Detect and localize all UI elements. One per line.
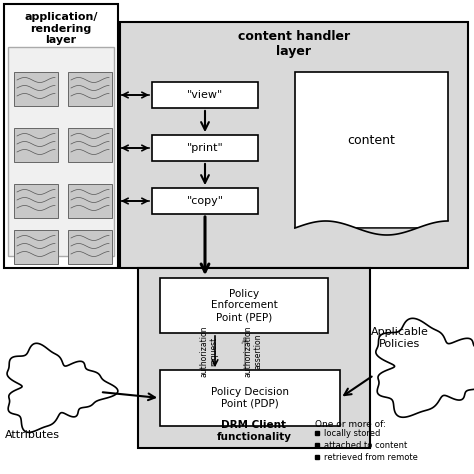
Text: application/
rendering
layer: application/ rendering layer xyxy=(24,12,98,45)
Text: Applicable
Policies: Applicable Policies xyxy=(371,327,429,349)
Text: Attributes: Attributes xyxy=(5,430,60,440)
Text: authorization
request: authorization request xyxy=(199,326,219,377)
FancyBboxPatch shape xyxy=(14,72,58,106)
Text: content handler
layer: content handler layer xyxy=(238,30,350,58)
FancyBboxPatch shape xyxy=(68,128,112,162)
FancyBboxPatch shape xyxy=(152,135,258,161)
Text: attached to content: attached to content xyxy=(324,440,407,449)
Text: Policy
Enforcement
Point (PEP): Policy Enforcement Point (PEP) xyxy=(210,289,277,322)
Text: "view": "view" xyxy=(187,90,223,100)
FancyBboxPatch shape xyxy=(14,184,58,218)
FancyBboxPatch shape xyxy=(152,188,258,214)
Text: content: content xyxy=(347,134,395,146)
Text: Policy Decision
Point (PDP): Policy Decision Point (PDP) xyxy=(211,387,289,409)
FancyBboxPatch shape xyxy=(160,278,328,333)
Text: locally stored: locally stored xyxy=(324,428,380,438)
FancyBboxPatch shape xyxy=(14,230,58,264)
Text: retrieved from remote: retrieved from remote xyxy=(324,453,418,462)
Text: DRM Client
functionality: DRM Client functionality xyxy=(217,420,292,442)
FancyBboxPatch shape xyxy=(152,82,258,108)
FancyBboxPatch shape xyxy=(14,128,58,162)
FancyBboxPatch shape xyxy=(8,47,114,256)
FancyBboxPatch shape xyxy=(160,370,340,426)
FancyBboxPatch shape xyxy=(4,4,118,268)
FancyBboxPatch shape xyxy=(138,268,370,448)
Text: "print": "print" xyxy=(187,143,223,153)
Polygon shape xyxy=(7,343,118,432)
Polygon shape xyxy=(376,319,474,417)
Text: "copy": "copy" xyxy=(186,196,224,206)
FancyBboxPatch shape xyxy=(68,230,112,264)
Text: authorization
assertion: authorization assertion xyxy=(243,326,263,377)
FancyBboxPatch shape xyxy=(68,184,112,218)
FancyBboxPatch shape xyxy=(120,22,468,268)
FancyBboxPatch shape xyxy=(68,72,112,106)
FancyBboxPatch shape xyxy=(295,72,448,228)
Text: One or more of:: One or more of: xyxy=(315,420,386,429)
